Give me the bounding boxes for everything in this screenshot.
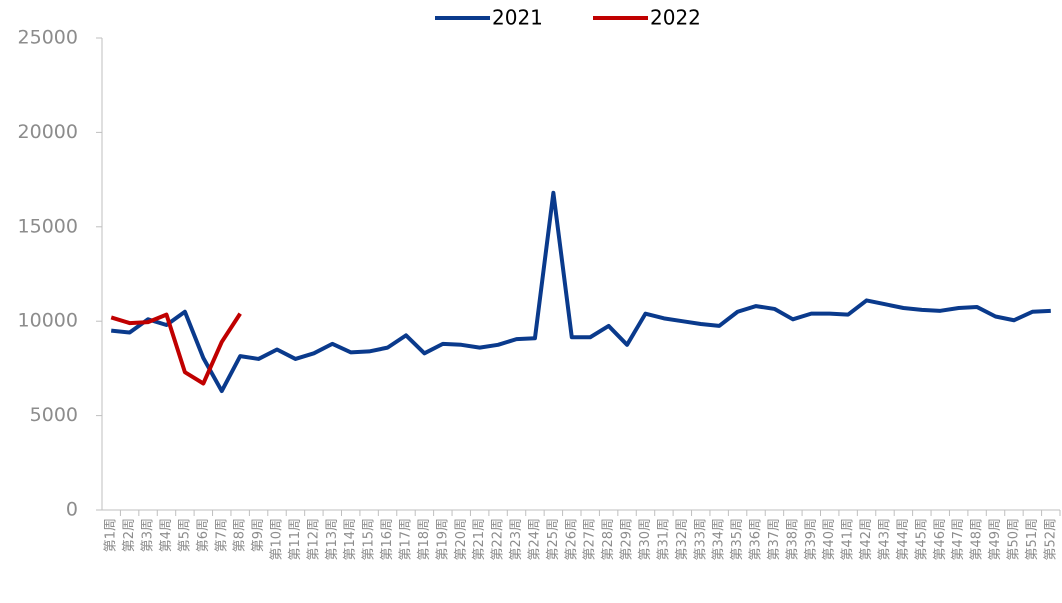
x-tick-label: 第9周 <box>251 518 266 552</box>
y-tick-label: 10000 <box>18 310 78 332</box>
x-tick-label: 第29周 <box>620 518 635 561</box>
x-tick-label: 第2周 <box>122 518 137 552</box>
x-tick-label: 第1周 <box>104 518 119 552</box>
y-tick-label: 0 <box>66 499 78 521</box>
series-line <box>110 312 242 386</box>
x-tick-label: 第48周 <box>970 518 985 561</box>
x-tick-label: 第32周 <box>675 518 690 561</box>
x-tick-label: 第31周 <box>656 518 671 561</box>
y-tick-label: 25000 <box>18 27 78 49</box>
x-tick-label: 第3周 <box>141 518 156 552</box>
x-tick-label: 第6周 <box>196 518 211 552</box>
x-tick-label: 第38周 <box>785 518 800 561</box>
x-tick-label: 第13周 <box>325 518 340 561</box>
x-tick-label: 第20周 <box>454 518 469 561</box>
x-tick-label: 第19周 <box>435 518 450 561</box>
x-tick-label: 第42周 <box>859 518 874 561</box>
x-tick-label: 第43周 <box>877 518 892 561</box>
x-tick-label: 第28周 <box>601 518 616 561</box>
x-tick-label: 第21周 <box>472 518 487 561</box>
x-tick-label: 第30周 <box>638 518 653 561</box>
x-tick-label: 第27周 <box>583 518 598 561</box>
x-tick-label: 第46周 <box>933 518 948 561</box>
x-tick-label: 第44周 <box>896 518 911 561</box>
x-tick-label: 第7周 <box>214 518 229 552</box>
x-tick-label: 第51周 <box>1025 518 1040 561</box>
x-tick-label: 第36周 <box>749 518 764 561</box>
x-tick-label: 第11周 <box>288 518 303 561</box>
x-tick-label: 第49周 <box>988 518 1003 561</box>
legend-label: 2021 <box>492 6 543 30</box>
x-tick-label: 第52周 <box>1043 518 1058 561</box>
x-tick-label: 第17周 <box>398 518 413 561</box>
y-tick-label: 15000 <box>18 215 78 237</box>
x-tick-label: 第40周 <box>822 518 837 561</box>
x-tick-label: 第34周 <box>712 518 727 561</box>
x-tick-label: 第33周 <box>693 518 708 561</box>
x-tick-label: 第22周 <box>491 518 506 561</box>
y-tick-label: 5000 <box>30 404 78 426</box>
x-tick-label: 第10周 <box>270 518 285 561</box>
x-tick-label: 第50周 <box>1006 518 1021 561</box>
series-line <box>111 190 1051 394</box>
x-tick-label: 第16周 <box>380 518 395 561</box>
legend-label: 2022 <box>650 6 701 30</box>
x-tick-label: 第4周 <box>159 518 174 552</box>
x-tick-label: 第8周 <box>233 518 248 552</box>
y-tick-label: 20000 <box>18 121 78 143</box>
x-tick-label: 第35周 <box>730 518 745 561</box>
x-tick-label: 第37周 <box>767 518 782 561</box>
x-tick-label: 第39周 <box>804 518 819 561</box>
x-tick-label: 第25周 <box>546 518 561 561</box>
x-tick-label: 第47周 <box>951 518 966 561</box>
x-tick-label: 第26周 <box>564 518 579 561</box>
x-tick-label: 第45周 <box>914 518 929 561</box>
x-tick-label: 第18周 <box>417 518 432 561</box>
x-tick-label: 第12周 <box>306 518 321 561</box>
x-tick-label: 第41周 <box>841 518 856 561</box>
x-tick-label: 第14周 <box>343 518 358 561</box>
x-tick-label: 第5周 <box>177 518 192 552</box>
x-tick-label: 第15周 <box>362 518 377 561</box>
x-tick-label: 第24周 <box>527 518 542 561</box>
x-tick-label: 第23周 <box>509 518 524 561</box>
